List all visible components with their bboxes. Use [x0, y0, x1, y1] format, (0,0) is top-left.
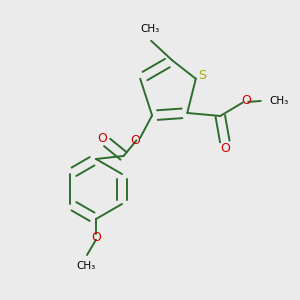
Text: CH₃: CH₃ — [269, 96, 288, 106]
Text: O: O — [220, 142, 230, 154]
Text: CH₃: CH₃ — [76, 261, 96, 271]
Text: S: S — [198, 69, 206, 82]
Text: O: O — [242, 94, 252, 107]
Text: O: O — [97, 132, 106, 145]
Text: O: O — [130, 134, 140, 147]
Text: CH₃: CH₃ — [140, 24, 159, 34]
Text: O: O — [91, 231, 101, 244]
